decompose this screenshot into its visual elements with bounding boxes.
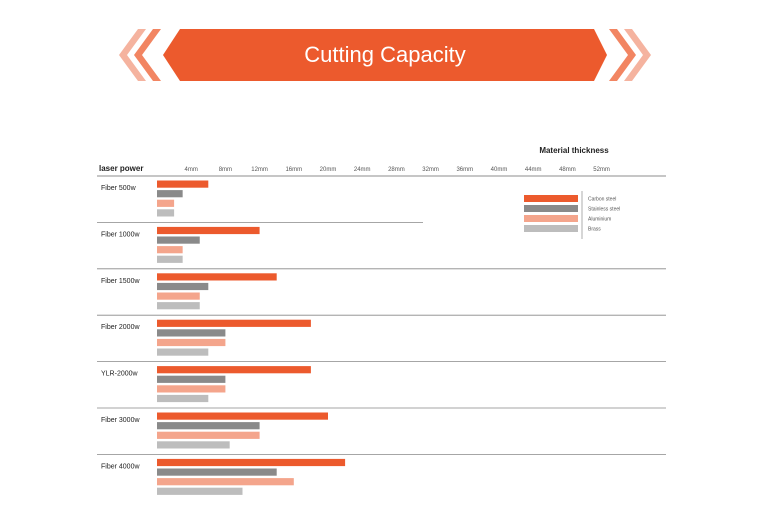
bar bbox=[157, 273, 277, 281]
legend-label: Carbon steel bbox=[588, 197, 616, 203]
x-tick-label: 16mm bbox=[285, 167, 302, 173]
bar bbox=[157, 292, 200, 300]
x-tick-label: 8mm bbox=[219, 167, 232, 173]
legend-swatch bbox=[524, 195, 578, 202]
right-chevron-outer-icon bbox=[624, 29, 651, 81]
x-ticks: 4mm 8mm 12mm 16mm 20mm 24mm 28mm 32mm 36mm 40mm 44… bbox=[97, 167, 666, 177]
bar bbox=[157, 246, 183, 254]
legend-label: Aluminium bbox=[588, 217, 611, 223]
x-tick-label: 32mm bbox=[422, 167, 439, 173]
bar bbox=[157, 375, 226, 383]
legend-swatch bbox=[524, 215, 578, 222]
x-tick-label: 52mm bbox=[593, 167, 610, 173]
bar bbox=[157, 190, 183, 198]
bar bbox=[157, 209, 175, 217]
bar bbox=[157, 385, 226, 393]
chart-row: Fiber 1000w bbox=[97, 226, 666, 270]
x-tick-label: 44mm bbox=[525, 167, 542, 173]
x-axis-title: Material thickness bbox=[539, 146, 609, 155]
row-label: Fiber 500w bbox=[101, 185, 137, 192]
chart-row: Fiber 1500w bbox=[97, 273, 666, 316]
y-axis-title: laser power bbox=[99, 164, 143, 173]
bar bbox=[157, 329, 226, 337]
rows: Fiber 500w Fiber 1000w Fiber 1500w Fiber 20… bbox=[97, 180, 666, 495]
legend-swatch bbox=[524, 225, 578, 232]
legend-swatch bbox=[524, 205, 578, 212]
x-tick-label: 28mm bbox=[388, 167, 405, 173]
x-tick-label: 4mm bbox=[185, 167, 198, 173]
bar bbox=[157, 441, 230, 449]
chart-row: Fiber 2000w bbox=[97, 319, 666, 363]
bar bbox=[157, 226, 260, 235]
bar bbox=[157, 458, 346, 467]
chart-row: YLR-2000w bbox=[97, 366, 666, 409]
bar bbox=[157, 236, 200, 244]
row-label: Fiber 2000w bbox=[101, 324, 140, 331]
bar bbox=[157, 468, 277, 476]
legend-label: Brass bbox=[588, 227, 601, 233]
bar bbox=[157, 412, 328, 420]
x-tick-label: 24mm bbox=[354, 167, 371, 173]
bar bbox=[157, 348, 209, 356]
banner-title: Cutting Capacity bbox=[304, 42, 465, 67]
x-tick-label: 36mm bbox=[456, 167, 473, 173]
row-label: Fiber 4000w bbox=[101, 463, 140, 470]
bar bbox=[157, 394, 209, 403]
bar bbox=[157, 199, 175, 207]
row-label: Fiber 3000w bbox=[101, 417, 140, 424]
bar bbox=[157, 338, 226, 347]
row-label: Fiber 1500w bbox=[101, 278, 140, 285]
bar bbox=[157, 319, 311, 327]
bar bbox=[157, 366, 311, 374]
chart-row: Fiber 3000w bbox=[97, 412, 666, 455]
bar bbox=[157, 282, 209, 291]
bar bbox=[157, 180, 209, 188]
x-tick-label: 48mm bbox=[559, 167, 576, 173]
left-chevron-outer-icon bbox=[119, 29, 146, 81]
bar bbox=[157, 487, 243, 495]
x-tick-label: 40mm bbox=[491, 167, 508, 173]
bar bbox=[157, 302, 200, 310]
bar bbox=[157, 422, 260, 430]
bar bbox=[157, 478, 294, 486]
chart-row: Fiber 500w bbox=[97, 180, 423, 223]
legend-label: Stainless steel bbox=[588, 207, 620, 213]
row-label: Fiber 1000w bbox=[101, 231, 140, 238]
banner-ribbon bbox=[163, 29, 607, 81]
chart-row: Fiber 4000w bbox=[101, 458, 346, 495]
left-chevron-inner-icon bbox=[134, 29, 161, 81]
legend: Carbon steel Stainless steel Aluminium Bras… bbox=[524, 191, 620, 239]
x-tick-label: 20mm bbox=[320, 167, 337, 173]
bar bbox=[157, 255, 183, 263]
right-chevron-inner-icon bbox=[609, 29, 636, 81]
x-tick-label: 12mm bbox=[251, 167, 268, 173]
bar bbox=[157, 431, 260, 439]
row-label: YLR-2000w bbox=[101, 371, 139, 378]
